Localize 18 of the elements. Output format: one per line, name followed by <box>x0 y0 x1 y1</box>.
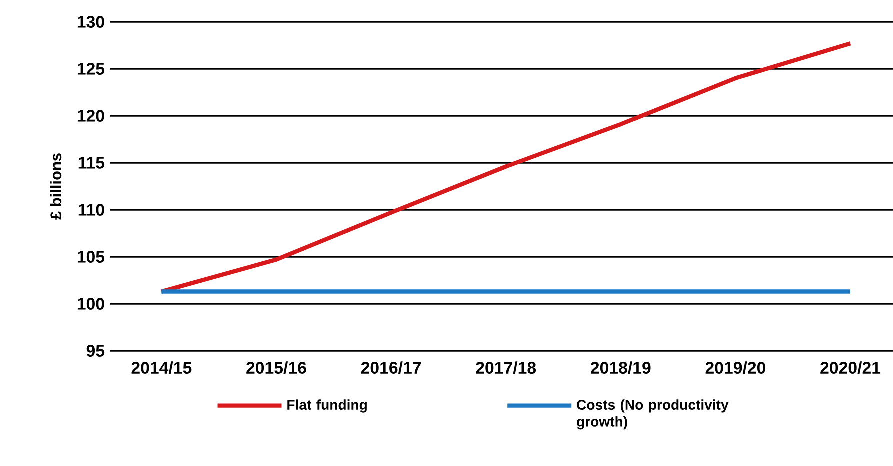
y-tick-label: 95 <box>86 345 105 357</box>
y-tick-label: 105 <box>78 251 105 263</box>
x-tick-label: 2018/19 <box>591 362 651 374</box>
legend-label: Flat funding <box>288 400 367 413</box>
legend-label: Costs (No productivity growth) <box>577 400 729 430</box>
y-tick-label: 120 <box>78 110 104 122</box>
x-tick-label: 2016/17 <box>361 362 422 374</box>
x-tick-label: 2019/20 <box>706 362 766 374</box>
y-axis-title: £ billions <box>50 154 62 220</box>
x-tick-label: 2020/21 <box>820 362 881 374</box>
y-tick-label: 115 <box>78 157 105 169</box>
x-tick-label: 2015/16 <box>246 362 306 374</box>
y-tick-label: 100 <box>78 298 104 310</box>
x-tick-label: 2017/18 <box>476 362 536 374</box>
y-tick-label: 130 <box>78 16 104 28</box>
y-tick-label: 110 <box>78 204 104 216</box>
y-tick-label: 125 <box>78 63 105 75</box>
x-tick-label: 2014/15 <box>132 362 192 374</box>
